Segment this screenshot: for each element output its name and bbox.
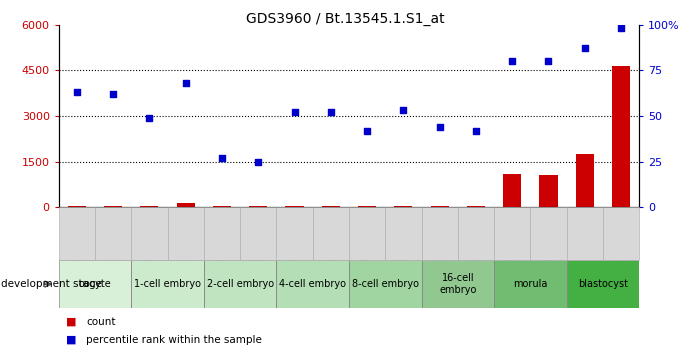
Text: blastocyst: blastocyst bbox=[578, 279, 628, 289]
Bar bbox=[612, 66, 630, 207]
Point bbox=[543, 58, 554, 64]
Bar bbox=[131, 260, 204, 308]
Bar bbox=[104, 206, 122, 207]
Bar bbox=[503, 174, 521, 207]
Bar bbox=[285, 206, 303, 207]
Bar bbox=[322, 206, 340, 207]
Bar bbox=[422, 260, 494, 308]
Point bbox=[434, 124, 445, 130]
Point bbox=[253, 159, 264, 164]
Text: 2-cell embryo: 2-cell embryo bbox=[207, 279, 274, 289]
Bar bbox=[59, 260, 131, 308]
Text: GDS3960 / Bt.13545.1.S1_at: GDS3960 / Bt.13545.1.S1_at bbox=[246, 12, 445, 27]
Text: development stage: development stage bbox=[1, 279, 102, 289]
Point bbox=[71, 90, 82, 95]
Text: 1-cell embryo: 1-cell embryo bbox=[134, 279, 201, 289]
Bar bbox=[540, 175, 558, 207]
Bar bbox=[68, 206, 86, 207]
Bar bbox=[395, 206, 413, 207]
Bar bbox=[177, 204, 195, 207]
Point bbox=[180, 80, 191, 86]
Bar bbox=[576, 154, 594, 207]
Point bbox=[361, 128, 372, 133]
Bar bbox=[213, 206, 231, 207]
Point bbox=[616, 25, 627, 31]
Bar bbox=[494, 260, 567, 308]
Point bbox=[144, 115, 155, 121]
Bar bbox=[204, 260, 276, 308]
Text: 4-cell embryo: 4-cell embryo bbox=[279, 279, 346, 289]
Text: 8-cell embryo: 8-cell embryo bbox=[352, 279, 419, 289]
Bar bbox=[276, 260, 349, 308]
Text: percentile rank within the sample: percentile rank within the sample bbox=[86, 335, 263, 345]
Text: 16-cell
embryo: 16-cell embryo bbox=[439, 273, 477, 295]
Point bbox=[216, 155, 227, 161]
Text: morula: morula bbox=[513, 279, 547, 289]
Bar bbox=[467, 206, 485, 207]
Point bbox=[471, 128, 482, 133]
Text: ■: ■ bbox=[66, 335, 76, 345]
Text: count: count bbox=[86, 317, 116, 327]
Point bbox=[108, 91, 119, 97]
Text: oocyte: oocyte bbox=[79, 279, 111, 289]
Point bbox=[325, 109, 337, 115]
Bar bbox=[349, 260, 422, 308]
Bar bbox=[249, 206, 267, 207]
Text: ■: ■ bbox=[66, 317, 76, 327]
Bar bbox=[140, 206, 158, 207]
Point bbox=[507, 58, 518, 64]
Bar bbox=[430, 206, 448, 207]
Bar bbox=[358, 206, 376, 207]
Point bbox=[289, 109, 300, 115]
Bar bbox=[567, 260, 639, 308]
Point bbox=[398, 108, 409, 113]
Point bbox=[579, 46, 590, 51]
